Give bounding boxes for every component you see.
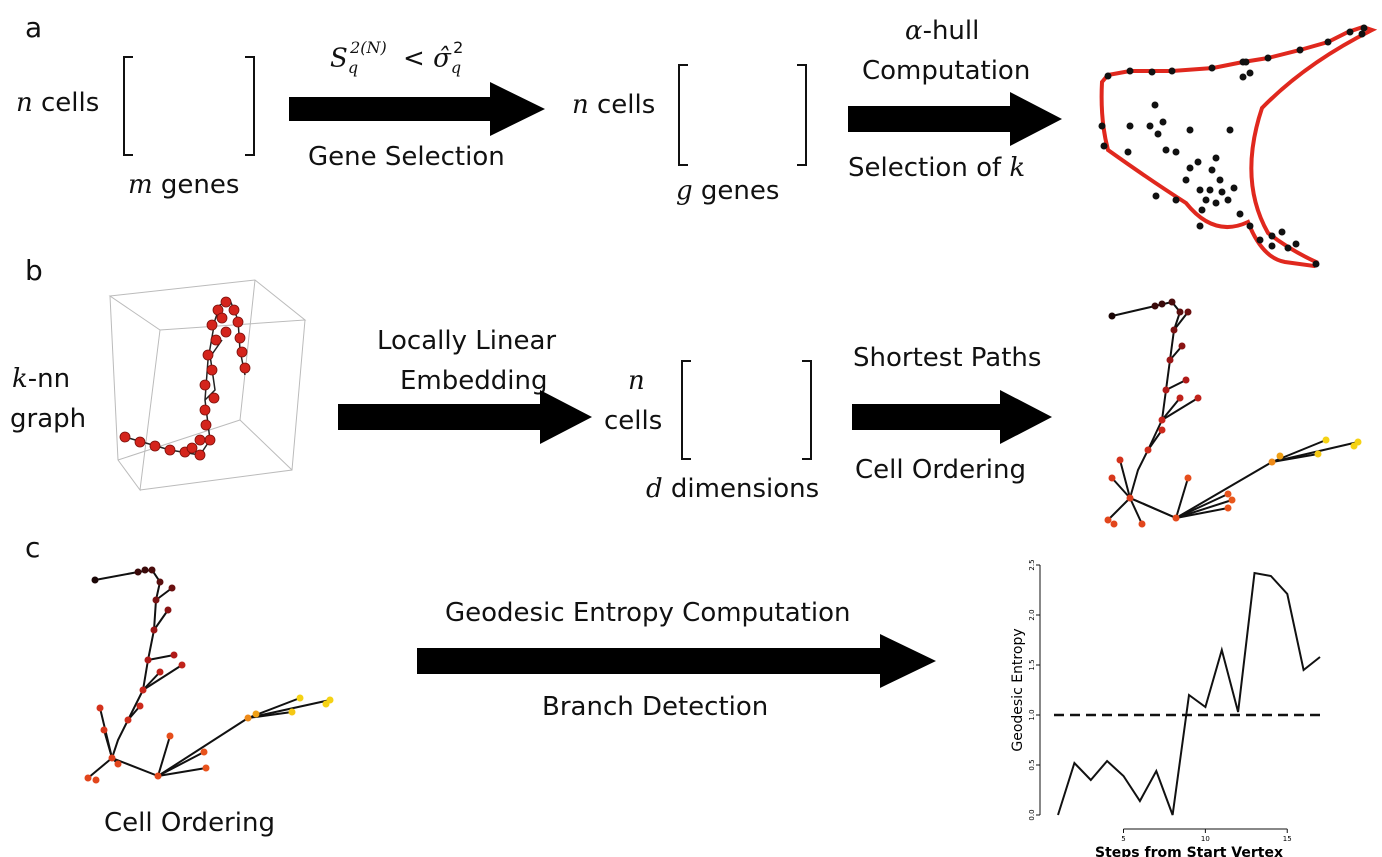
matrix2-rows-label: n cells (572, 90, 656, 120)
selection-of-k-label: Selection of k (848, 153, 1026, 183)
knn-graph-label-2: graph (10, 404, 87, 434)
gene-selection-label: Gene Selection (308, 142, 505, 172)
alpha-hull-label: α-hull (905, 16, 980, 46)
matrix3-right-bracket (802, 360, 812, 460)
y-tick-label: 2.5 (1028, 559, 1036, 570)
cell-ordering-label-b: Cell Ordering (855, 455, 1026, 485)
matrix2-right-bracket (797, 64, 807, 166)
knn-graph-label-1: k-nn (12, 364, 71, 394)
y-tick-label: 0.0 (1028, 809, 1036, 820)
y-tick-label: 1.0 (1028, 709, 1036, 720)
x-tick-label: 10 (1201, 835, 1210, 843)
x-tick-label: 5 (1121, 835, 1125, 843)
matrix1-rows-label: n cells (16, 88, 100, 118)
panel-label-b: b (25, 254, 43, 287)
chart-x-axis-label: Steps from Start Vertex (1095, 845, 1283, 857)
y-tick-label: 1.5 (1028, 659, 1036, 670)
computation-label: Computation (862, 56, 1031, 86)
matrix1-right-bracket (245, 56, 255, 156)
panel-label-a: a (25, 11, 43, 44)
lle-label-1: Locally Linear (377, 326, 557, 356)
y-tick-label: 0.5 (1028, 759, 1036, 770)
matrix1-left-bracket (123, 56, 133, 156)
alpha-hull-boundary (1099, 24, 1378, 269)
matrix3-rows-var: n (628, 366, 645, 396)
geodesic-entropy-label: Geodesic Entropy Computation (445, 598, 851, 628)
x-tick-label: 15 (1283, 835, 1292, 843)
panel-label-c: c (25, 531, 41, 564)
entropy-series-line (1057, 571, 1321, 816)
matrix3-left-bracket (681, 360, 691, 460)
shortest-paths-label: Shortest Paths (853, 343, 1042, 373)
matrix3-rows-label: cells (604, 406, 663, 436)
cell-ordering-caption: Cell Ordering (104, 808, 275, 838)
matrix2-left-bracket (678, 64, 688, 166)
matrix2-cols-label: g genes (676, 176, 780, 206)
lle-label-2: Embedding (400, 366, 548, 396)
matrix1-cols-label: m genes (128, 170, 240, 200)
chart-y-axis-label: Geodesic Entropy (1010, 628, 1026, 751)
variance-formula: Sq2(N) < σ̂q2 (330, 38, 464, 77)
branch-detection-label: Branch Detection (542, 692, 769, 722)
y-tick-label: 2.0 (1028, 609, 1036, 620)
matrix3-cols-label: d dimensions (646, 474, 820, 504)
chart-axes (1039, 565, 1288, 830)
